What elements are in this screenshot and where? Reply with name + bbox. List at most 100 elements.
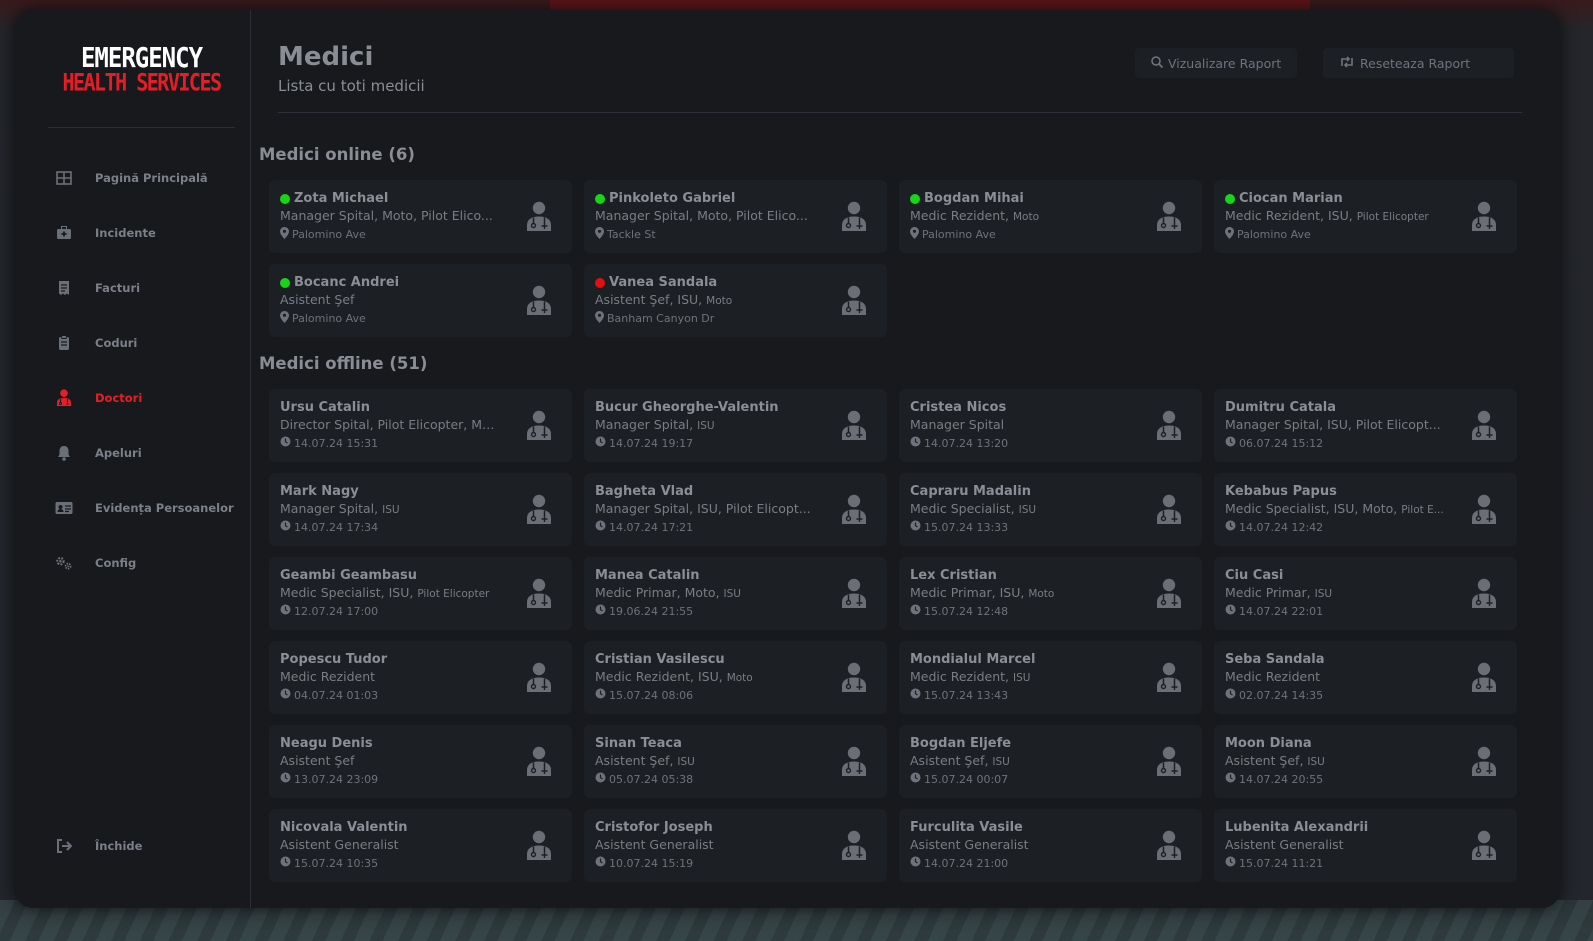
sidebar-item-evidența-persoanelor[interactable]: Evidența Persoanelor — [15, 480, 251, 535]
doctor-avatar-icon — [526, 578, 552, 608]
id-card-icon — [55, 499, 73, 517]
doctor-roles-extra: Moto — [1012, 211, 1040, 223]
doctor-last-seen: 14.07.24 17:34 — [280, 520, 378, 534]
sidebar-item-apeluri[interactable]: Apeluri — [15, 425, 251, 480]
offline-doctor-card[interactable]: Nicovala Valentin Asistent Generalist 15.0… — [269, 809, 572, 882]
doctor-name-text: Popescu Tudor — [280, 652, 388, 667]
offline-doctor-card[interactable]: Lubenita Alexandrii Asistent Generalist 15… — [1214, 809, 1517, 882]
doctor-avatar-icon — [1471, 578, 1497, 608]
online-doctor-card[interactable]: Bogdan Mihai Medic Rezident, Moto Palomino… — [899, 180, 1202, 253]
offline-doctor-card[interactable]: Cristian Vasilescu Medic Rezident, ISU, M… — [584, 641, 887, 714]
logo-line2: HEALTH SERVICES — [62, 67, 222, 97]
sidebar-item-config[interactable]: Config — [15, 535, 251, 590]
doctor-last-seen: 02.07.24 14:35 — [1225, 688, 1323, 702]
view-report-button[interactable]: Vizualizare Raport — [1135, 48, 1298, 78]
doctor-roles: Manager Spital, ISU, Pilot Elicopt... — [1225, 417, 1445, 432]
offline-doctor-card[interactable]: Sinan Teaca Asistent Şef, ISU 05.07.24 05:… — [584, 725, 887, 798]
doctor-name: Bucur Gheorghe-Valentin — [595, 400, 779, 415]
offline-doctor-card[interactable]: Ciu Casi Medic Primar, ISU 14.07.24 22:01 — [1214, 557, 1517, 630]
doctor-name-text: Geambi Geambasu — [280, 568, 417, 583]
doctor-roles-text: Asistent Şef, ISU, — [595, 292, 703, 307]
sidebar-item-label: Incidente — [95, 225, 156, 240]
online-doctor-card[interactable]: Bocanc Andrei Asistent Şef Palomino Ave — [269, 264, 572, 337]
sidebar-item-coduri[interactable]: Coduri — [15, 315, 251, 370]
doctor-name: Capraru Madalin — [910, 484, 1031, 499]
doctor-roles: Medic Rezident — [1225, 669, 1445, 684]
doctor-roles: Asistent Generalist — [910, 837, 1130, 852]
doctor-name: Neagu Denis — [280, 736, 373, 751]
last-seen-text: 15.07.24 00:07 — [924, 772, 1009, 786]
doctor-last-seen: 15.07.24 00:07 — [910, 772, 1008, 786]
offline-doctor-card[interactable]: Bogdan Eljefe Asistent Şef, ISU 15.07.24 0… — [899, 725, 1202, 798]
offline-doctor-card[interactable]: Moon Diana Asistent Şef, ISU 14.07.24 20:5… — [1214, 725, 1517, 798]
doctor-name: Dumitru Catala — [1225, 400, 1336, 415]
doctor-roles-text: Asistent Şef, — [595, 753, 674, 768]
doctor-name: Kebabus Papus — [1225, 484, 1337, 499]
doctor-last-seen: 14.07.24 20:55 — [1225, 772, 1323, 786]
offline-doctor-card[interactable]: Popescu Tudor Medic Rezident 04.07.24 01:0… — [269, 641, 572, 714]
online-doctor-card[interactable]: Zota Michael Manager Spital, Moto, Pilot … — [269, 180, 572, 253]
doctor-avatar-icon — [526, 285, 552, 315]
sidebar-item-doctori[interactable]: Doctori — [15, 370, 251, 425]
offline-doctor-card[interactable]: Bucur Gheorghe-Valentin Manager Spital, I… — [584, 389, 887, 462]
doctor-avatar-icon — [526, 410, 552, 440]
close-button[interactable]: Închide — [15, 818, 251, 873]
doctor-name: Nicovala Valentin — [280, 820, 408, 835]
main-content: Medici Lista cu toti medicii Vizualizare… — [259, 10, 1560, 908]
offline-doctor-card[interactable]: Seba Sandala Medic Rezident 02.07.24 14:35 — [1214, 641, 1517, 714]
offline-doctor-card[interactable]: Geambi Geambasu Medic Specialist, ISU, Pi… — [269, 557, 572, 630]
last-seen-text: 15.07.24 12:48 — [924, 604, 1009, 618]
offline-doctor-card[interactable]: Manea Catalin Medic Primar, Moto, ISU 19.0… — [584, 557, 887, 630]
doctor-last-seen: 06.07.24 15:12 — [1225, 436, 1323, 450]
logo-line1: EMERGENCY — [80, 41, 203, 75]
last-seen-text: 15.07.24 08:06 — [609, 688, 694, 702]
reset-report-label: Reseteaza Raport — [1360, 55, 1471, 71]
doctor-roles-text: Manager Spital, Moto, Pilot Elico... — [280, 208, 493, 223]
offline-doctor-card[interactable]: Cristofor Joseph Asistent Generalist 10.07… — [584, 809, 887, 882]
doctor-roles: Asistent Generalist — [1225, 837, 1445, 852]
offline-doctor-card[interactable]: Ursu Catalin Director Spital, Pilot Elico… — [269, 389, 572, 462]
doctor-name: Moon Diana — [1225, 736, 1312, 751]
online-doctor-card[interactable]: Vanea Sandala Asistent Şef, ISU, Moto Banh… — [584, 264, 887, 337]
offline-doctor-card[interactable]: Mondialul Marcel Medic Rezident, ISU 15.07… — [899, 641, 1202, 714]
sidebar-item-incidente[interactable]: Incidente — [15, 205, 251, 260]
doctor-name-text: Ciocan Marian — [1239, 191, 1343, 206]
offline-doctor-card[interactable]: Bagheta Vlad Manager Spital, ISU, Pilot E… — [584, 473, 887, 546]
offline-doctor-card[interactable]: Mark Nagy Manager Spital, ISU 14.07.24 17:… — [269, 473, 572, 546]
doctor-name-text: Bocanc Andrei — [294, 275, 400, 290]
reset-report-button[interactable]: Reseteaza Raport — [1323, 48, 1514, 78]
online-doctor-card[interactable]: Ciocan Marian Medic Rezident, ISU, Pilot … — [1214, 180, 1517, 253]
sidebar-item-facturi[interactable]: Facturi — [15, 260, 251, 315]
bell-icon — [55, 444, 73, 462]
doctor-name-text: Nicovala Valentin — [280, 820, 408, 835]
doctor-avatar-icon — [1156, 410, 1182, 440]
online-status-dot — [1225, 193, 1235, 204]
offline-doctor-card[interactable]: Cristea Nicos Manager Spital 14.07.24 13:2… — [899, 389, 1202, 462]
doctor-roles: Medic Primar, Moto, ISU — [595, 585, 815, 600]
offline-doctor-card[interactable]: Furculita Vasile Asistent Generalist 14.07… — [899, 809, 1202, 882]
location-text: Palomino Ave — [922, 228, 996, 241]
doctor-name-text: Bucur Gheorghe-Valentin — [595, 400, 779, 415]
clock-icon — [280, 856, 291, 870]
last-seen-text: 14.07.24 17:34 — [294, 520, 379, 534]
offline-doctor-card[interactable]: Lex Cristian Medic Primar, ISU, Moto 15.07… — [899, 557, 1202, 630]
map-marker-icon — [280, 227, 289, 242]
offline-doctor-card[interactable]: Neagu Denis Asistent Şef 13.07.24 23:09 — [269, 725, 572, 798]
doctor-name: Cristofor Joseph — [595, 820, 713, 835]
offline-doctor-card[interactable]: Kebabus Papus Medic Specialist, ISU, Moto… — [1214, 473, 1517, 546]
doctor-roles-extra: Moto — [1028, 588, 1055, 600]
offline-doctor-card[interactable]: Dumitru Catala Manager Spital, ISU, Pilot… — [1214, 389, 1517, 462]
doctor-last-seen: 12.07.24 17:00 — [280, 604, 378, 618]
offline-section-title: Medici offline (51) — [259, 354, 428, 373]
clock-icon — [595, 688, 606, 702]
retweet-icon — [1339, 55, 1355, 71]
offline-doctor-card[interactable]: Capraru Madalin Medic Specialist, ISU 15.0… — [899, 473, 1202, 546]
last-seen-text: 14.07.24 17:21 — [609, 520, 694, 534]
online-doctor-card[interactable]: Pinkoleto Gabriel Manager Spital, Moto, P… — [584, 180, 887, 253]
doctor-last-seen: 14.07.24 15:31 — [280, 436, 378, 450]
doctor-name-text: Kebabus Papus — [1225, 484, 1337, 499]
location-text: Palomino Ave — [292, 228, 366, 241]
doctor-roles: Asistent Şef — [280, 292, 500, 307]
sidebar-item-pagină-principală[interactable]: Pagină Principală — [15, 150, 251, 205]
clock-icon — [1225, 520, 1236, 534]
